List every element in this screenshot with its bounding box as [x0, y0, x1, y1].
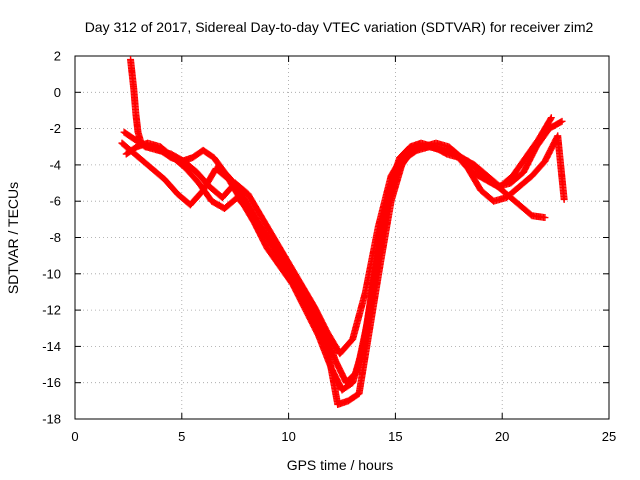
x-tick-label: 25: [602, 429, 616, 444]
chart-title: Day 312 of 2017, Sidereal Day-to-day VTE…: [85, 19, 594, 35]
y-tick-label: 2: [54, 49, 61, 64]
data-point: [547, 115, 555, 123]
data-point: [541, 214, 549, 222]
y-tick-label: -2: [49, 121, 61, 136]
y-tick-label: -18: [42, 412, 61, 427]
y-tick-label: -10: [42, 266, 61, 281]
data-series: [118, 56, 568, 408]
y-tick-label: -16: [42, 375, 61, 390]
y-tick-label: 0: [54, 85, 61, 100]
y-tick-label: -4: [49, 157, 61, 172]
data-point: [560, 195, 568, 203]
data-point: [558, 117, 566, 125]
data-point: [557, 118, 565, 126]
y-tick-label: -8: [49, 230, 61, 245]
x-tick-label: 15: [388, 429, 402, 444]
x-axis-label: GPS time / hours: [287, 457, 394, 473]
y-tick-label: -6: [49, 194, 61, 209]
y-tick-label: -14: [42, 339, 61, 354]
x-tick-label: 10: [281, 429, 295, 444]
y-tick-label: -12: [42, 303, 61, 318]
grid-lines: [75, 56, 609, 419]
y-axis-label: SDTVAR / TECUs: [5, 182, 21, 294]
x-tick-label: 5: [178, 429, 185, 444]
x-tick-label: 20: [495, 429, 509, 444]
x-tick-label: 0: [71, 429, 78, 444]
data-point: [547, 114, 555, 122]
